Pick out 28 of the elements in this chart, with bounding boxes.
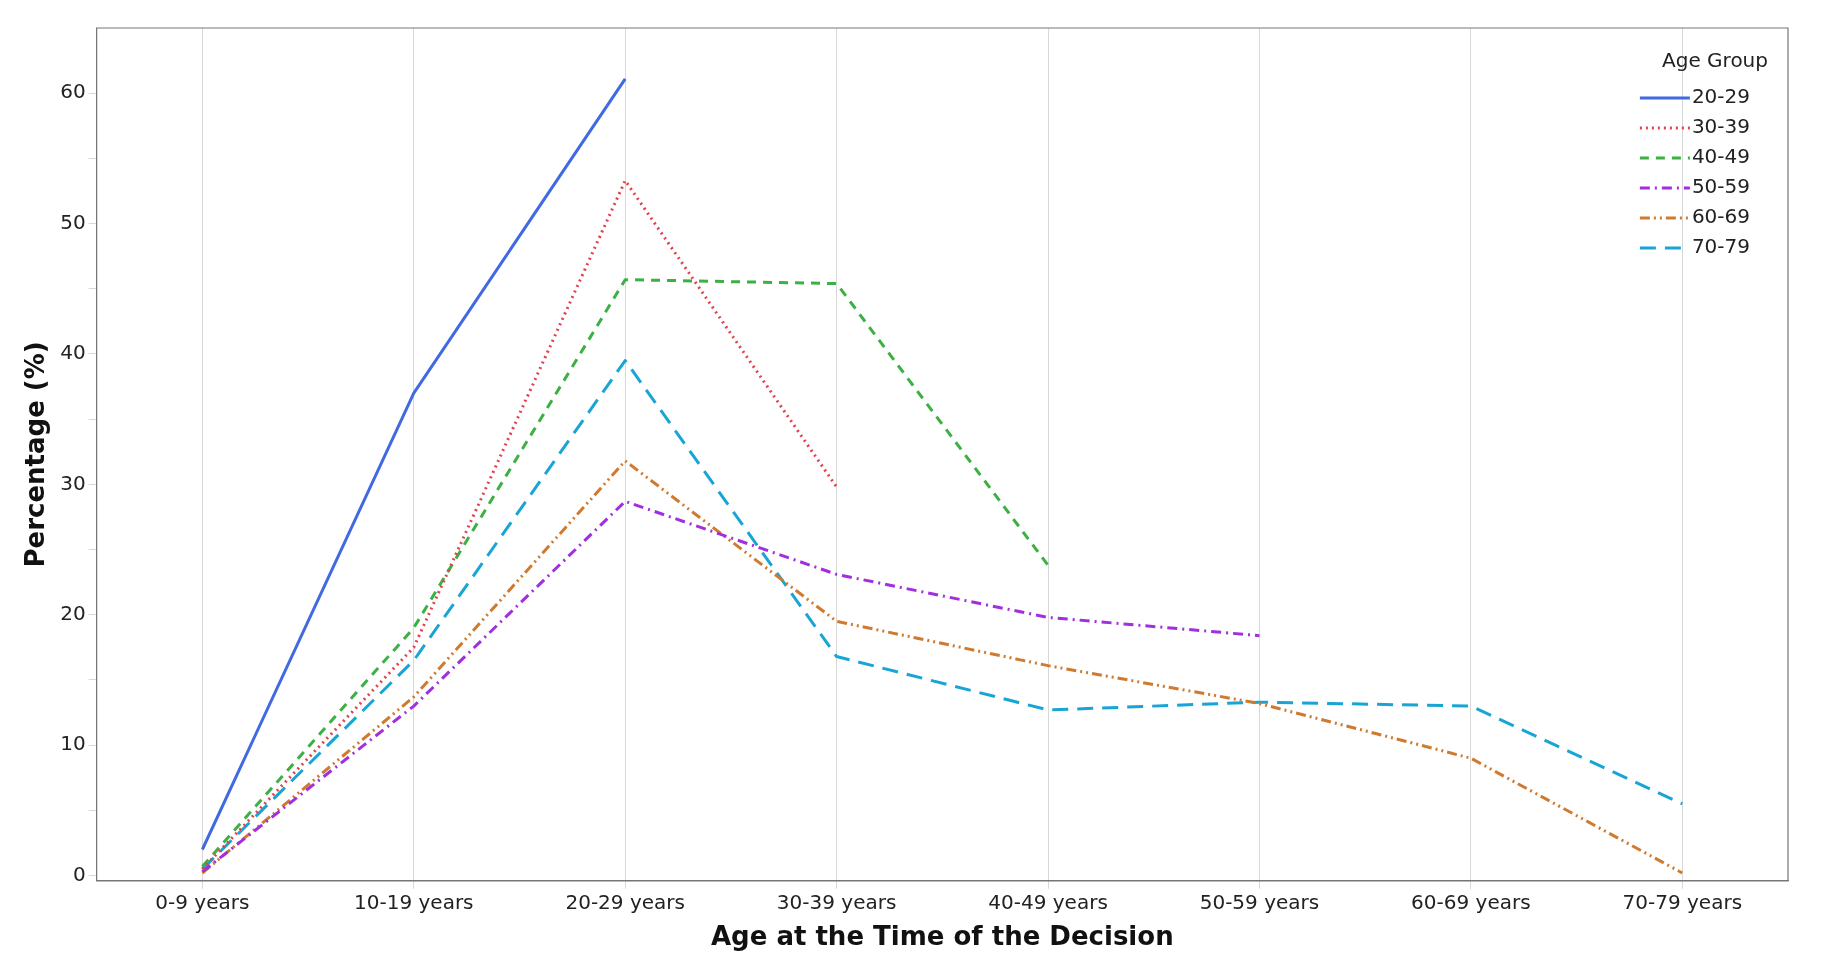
x-tick-label: 70-79 years <box>1622 890 1743 914</box>
legend-label: 50-59 <box>1691 174 1751 199</box>
y-tick-label: 30 <box>60 470 86 495</box>
legend-label: 30-39 <box>1691 114 1751 139</box>
line-series <box>200 499 1261 874</box>
y-tick-label: 40 <box>60 340 86 365</box>
x-tick-label: 60-69 years <box>1411 890 1531 914</box>
x-tick-label: 10-19 years <box>354 890 474 914</box>
y-tick-label: 60 <box>60 79 86 104</box>
y-tick-label: 50 <box>60 209 86 234</box>
y-tick-label: 10 <box>60 731 86 756</box>
x-tick-label: 40-49 years <box>988 890 1108 914</box>
line-series <box>200 459 1684 875</box>
legend-label: 20-29 <box>1691 84 1751 109</box>
x-tick-label: 30-39 years <box>776 890 897 914</box>
x-tick-label: 0-9 years <box>155 890 250 914</box>
legend-label: 40-49 <box>1691 144 1751 169</box>
line-series <box>200 179 839 871</box>
x-tick-label: 50-59 years <box>1199 890 1320 914</box>
x-axis-title: Age at the Time of the Decision <box>711 921 1174 952</box>
y-tick-label: 20 <box>60 600 86 625</box>
line-series <box>200 278 1050 868</box>
y-tick-label: 0 <box>72 861 86 886</box>
x-tick-label: 20-29 years <box>565 890 685 914</box>
y-axis-title: Percentage (%) <box>20 341 51 568</box>
legend-title: Age Group <box>1662 48 1768 73</box>
legend-label: 60-69 <box>1691 204 1751 229</box>
legend-label: 70-79 <box>1691 234 1751 259</box>
